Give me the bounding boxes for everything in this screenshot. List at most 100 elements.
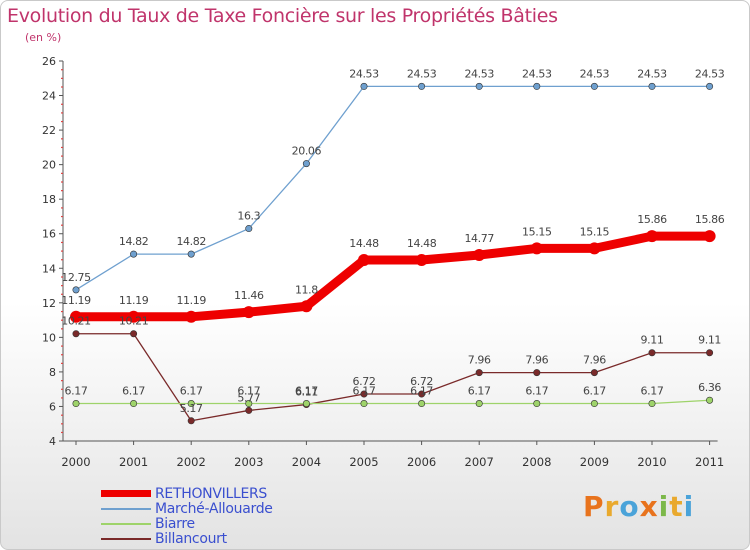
data-label: 24.53 bbox=[580, 67, 610, 80]
data-label: 6.17 bbox=[65, 385, 88, 398]
data-label: 11.19 bbox=[61, 294, 91, 307]
legend-swatch bbox=[101, 537, 151, 540]
y-minor-tick bbox=[61, 181, 63, 183]
y-minor-tick bbox=[61, 103, 63, 105]
y-minor-tick bbox=[61, 224, 63, 226]
data-point bbox=[533, 369, 541, 377]
data-label: 15.86 bbox=[695, 213, 725, 226]
data-point bbox=[187, 250, 195, 258]
legend-swatch bbox=[101, 522, 151, 525]
data-label: 24.53 bbox=[407, 67, 437, 80]
y-minor-tick bbox=[61, 86, 63, 88]
data-label: 7.96 bbox=[583, 354, 606, 367]
data-point bbox=[302, 400, 310, 408]
x-tick-label: 2010 bbox=[637, 455, 666, 469]
data-point bbox=[72, 286, 80, 294]
y-minor-tick bbox=[61, 138, 63, 140]
y-minor-tick bbox=[61, 276, 63, 278]
x-tick-label: 2008 bbox=[522, 455, 551, 469]
data-point bbox=[533, 400, 541, 408]
y-minor-tick bbox=[61, 380, 63, 382]
data-label: 6.17 bbox=[180, 385, 203, 398]
y-minor-tick bbox=[61, 414, 63, 416]
data-label: 7.96 bbox=[468, 354, 491, 367]
x-tick-label: 2002 bbox=[177, 455, 206, 469]
y-minor-tick bbox=[61, 354, 63, 356]
y-tick-label: 12 bbox=[42, 297, 56, 310]
y-tick-label: 24 bbox=[42, 90, 56, 103]
data-point bbox=[302, 160, 310, 168]
y-tick-label: 8 bbox=[49, 366, 56, 379]
data-label: 14.82 bbox=[119, 235, 149, 248]
data-point bbox=[475, 82, 483, 90]
data-point bbox=[72, 330, 80, 338]
data-point bbox=[245, 400, 253, 408]
data-point bbox=[70, 310, 82, 323]
legend-label: Marché-Allouarde bbox=[155, 500, 273, 517]
data-label: 15.15 bbox=[580, 225, 610, 238]
y-minor-tick bbox=[61, 310, 63, 313]
y-minor-tick bbox=[61, 388, 63, 390]
x-tick-label: 2005 bbox=[349, 455, 378, 469]
data-label: 24.53 bbox=[637, 67, 667, 80]
data-label: 14.48 bbox=[407, 237, 437, 250]
data-label: 6.17 bbox=[353, 385, 376, 398]
data-point bbox=[360, 400, 368, 408]
y-minor-tick bbox=[61, 397, 63, 399]
x-tick-label: 2000 bbox=[61, 455, 90, 469]
data-point bbox=[648, 82, 656, 90]
legend-item: Marché-Allouarde bbox=[101, 500, 273, 517]
y-minor-tick bbox=[61, 172, 63, 174]
data-label: 11.19 bbox=[119, 294, 149, 307]
y-minor-tick bbox=[61, 77, 63, 79]
proxiti-logo: Proxiti bbox=[583, 490, 695, 523]
data-label: 15.86 bbox=[637, 213, 667, 226]
y-minor-tick bbox=[61, 431, 63, 434]
data-label: 6.17 bbox=[583, 385, 606, 398]
y-minor-tick bbox=[61, 345, 63, 347]
data-label: 7.96 bbox=[525, 354, 548, 367]
y-minor-tick bbox=[61, 259, 63, 261]
data-point bbox=[530, 242, 543, 255]
data-point bbox=[415, 253, 428, 266]
data-point bbox=[590, 400, 598, 408]
legend-label: RETHONVILLERS bbox=[155, 485, 268, 502]
y-minor-tick bbox=[61, 146, 63, 149]
y-minor-tick bbox=[61, 215, 63, 218]
data-label: 16.3 bbox=[237, 210, 260, 223]
data-point bbox=[245, 406, 253, 414]
data-label: 6.17 bbox=[237, 385, 260, 398]
data-label: 11.8 bbox=[295, 283, 318, 296]
data-label: 6.72 bbox=[353, 375, 376, 388]
x-tick-label: 2009 bbox=[580, 455, 609, 469]
data-label: 14.82 bbox=[176, 235, 206, 248]
data-label: 6.17 bbox=[122, 385, 145, 398]
x-tick-label: 2006 bbox=[407, 455, 436, 469]
y-minor-tick bbox=[61, 293, 63, 295]
y-tick-label: 20 bbox=[42, 159, 56, 172]
y-tick-label: 22 bbox=[42, 124, 56, 137]
data-label: 6.17 bbox=[295, 385, 318, 398]
y-minor-tick bbox=[61, 285, 63, 287]
data-label: 24.53 bbox=[522, 67, 552, 80]
series-line bbox=[75, 85, 711, 291]
data-label: 14.48 bbox=[349, 237, 379, 250]
data-label: 11.46 bbox=[234, 289, 264, 302]
data-point bbox=[648, 349, 656, 357]
y-minor-tick bbox=[61, 423, 63, 425]
data-point bbox=[185, 310, 198, 323]
data-point bbox=[127, 310, 140, 323]
data-label: 5.17 bbox=[180, 402, 203, 415]
data-label: 6.72 bbox=[410, 375, 433, 388]
data-label: 5.77 bbox=[237, 391, 260, 404]
y-minor-tick bbox=[61, 207, 63, 209]
y-minor-tick bbox=[61, 69, 63, 71]
data-label: 6.17 bbox=[468, 385, 491, 398]
x-tick-label: 2001 bbox=[119, 455, 148, 469]
x-tick-label: 2003 bbox=[234, 455, 263, 469]
data-point bbox=[706, 349, 714, 357]
legend-item: Biarre bbox=[101, 516, 273, 532]
data-point bbox=[475, 400, 483, 408]
data-point bbox=[706, 82, 714, 90]
data-point bbox=[360, 390, 368, 398]
